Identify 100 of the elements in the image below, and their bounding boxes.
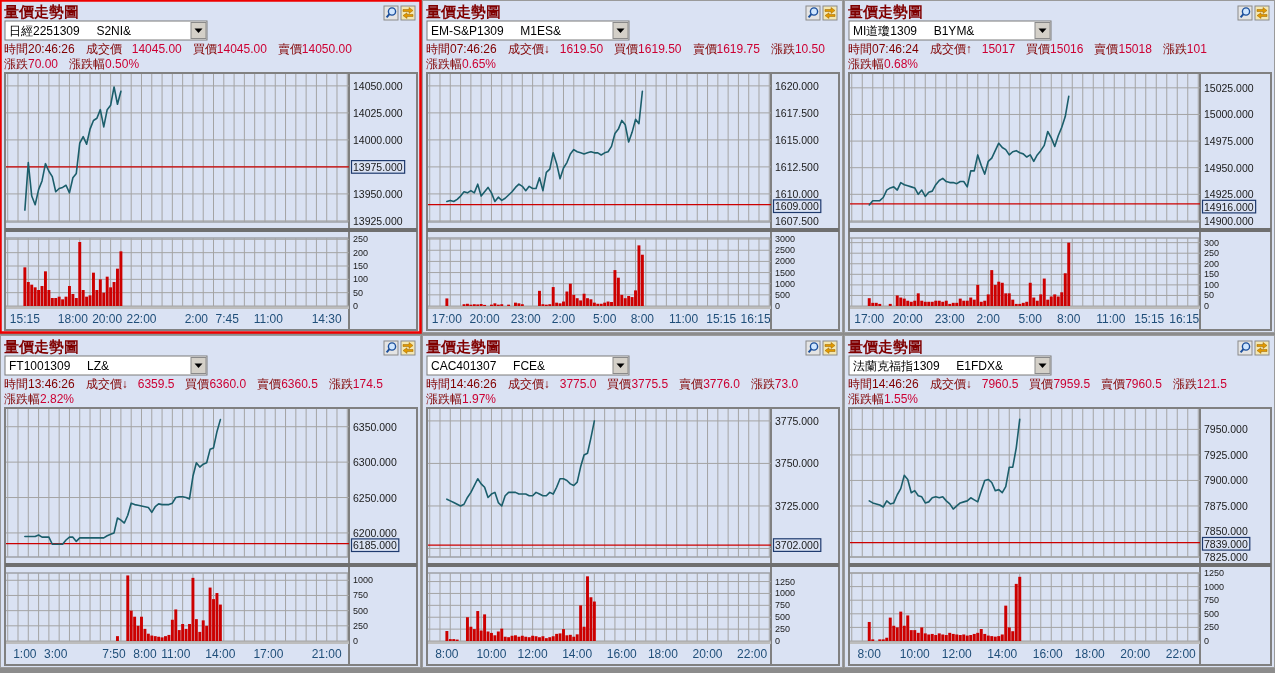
bar xyxy=(934,635,938,641)
y-tick-label: 500 xyxy=(775,289,791,300)
x-tick-label: 16:00 xyxy=(606,647,638,661)
bar xyxy=(979,629,983,641)
bar xyxy=(983,633,987,641)
x-tick-label: 12:00 xyxy=(941,647,973,661)
bar xyxy=(37,290,41,306)
text: 時間07:46:26 xyxy=(426,42,498,56)
x-tick-label: 20:00 xyxy=(92,312,123,326)
y-tick-label: 13925.000 xyxy=(353,214,403,227)
bar xyxy=(105,276,109,306)
y-tick-label: 14900.000 xyxy=(1204,214,1254,227)
bar xyxy=(878,303,882,306)
bar xyxy=(997,281,1001,306)
bar xyxy=(990,636,994,641)
text: 3775.0 xyxy=(559,377,597,391)
bar xyxy=(613,270,617,306)
y-tick-label: 200 xyxy=(1204,258,1220,269)
y-tick-label: 250 xyxy=(775,624,791,635)
y-tick-label: 3000 xyxy=(775,234,796,245)
text: 7960.5 xyxy=(1125,377,1163,391)
bar xyxy=(78,242,82,306)
bar xyxy=(1067,242,1071,306)
bar xyxy=(944,635,948,641)
chart-title: 量價走勢圖 xyxy=(3,3,79,20)
bar xyxy=(637,245,641,306)
x-tick-label: 20:00 xyxy=(469,312,500,326)
text: 14045.00 xyxy=(216,42,268,56)
bar xyxy=(496,631,500,641)
y-tick-label: 7875.000 xyxy=(1204,499,1248,512)
bar xyxy=(951,302,955,306)
y-tick-label: 7825.000 xyxy=(1204,551,1248,563)
bar xyxy=(603,302,607,306)
y-tick-label: 0 xyxy=(353,636,359,646)
x-tick-label: 2:00 xyxy=(551,312,576,326)
bar xyxy=(54,298,58,306)
bar xyxy=(592,601,596,641)
text: 0.65% xyxy=(462,57,497,71)
bar xyxy=(150,635,154,641)
y-tick-label: 3725.000 xyxy=(775,499,819,512)
y-tick-label: 250 xyxy=(1204,248,1220,259)
y-tick-label: 14000.000 xyxy=(353,133,403,146)
text: 賣價 xyxy=(1101,377,1126,391)
bar xyxy=(119,251,123,306)
x-tick-label: 5:00 xyxy=(1018,312,1043,326)
bar xyxy=(937,300,941,306)
x-tick-label: 16:15 xyxy=(1169,312,1200,326)
y-tick-label: 1615.000 xyxy=(775,133,819,146)
ref-line-label: 3702.000 xyxy=(775,539,819,552)
chart-subtitle: MI道瓊1309 B1YM& xyxy=(853,24,975,38)
bar xyxy=(548,637,552,641)
text: 漲跌 xyxy=(750,377,775,391)
bar xyxy=(930,301,934,306)
bar xyxy=(1042,278,1046,306)
bar xyxy=(146,633,150,641)
bar xyxy=(23,267,27,306)
bar xyxy=(514,302,517,306)
text: 14050.00 xyxy=(301,42,353,56)
y-tick-label: 250 xyxy=(353,620,369,631)
y-tick-label: 13950.000 xyxy=(353,187,403,200)
text: 73.0 xyxy=(774,377,799,391)
y-tick-label: 1000 xyxy=(353,575,374,586)
text: 賣價 xyxy=(1094,42,1119,56)
y-tick-label: 500 xyxy=(353,605,369,616)
text: 1.55% xyxy=(884,392,919,406)
ref-line-label: 14916.000 xyxy=(1204,200,1254,213)
bar xyxy=(895,295,899,306)
x-tick-label: 18:00 xyxy=(57,312,89,326)
y-tick-label: 6250.000 xyxy=(353,491,397,504)
bar xyxy=(955,302,959,306)
y-tick-label: 6200.000 xyxy=(353,526,397,539)
x-tick-label: 16:00 xyxy=(1032,647,1064,661)
text: 1619.50 xyxy=(559,42,604,56)
y-tick-label: 1610.000 xyxy=(775,187,819,200)
x-tick-label: 17:00 xyxy=(253,647,284,661)
text: 賣價 xyxy=(679,377,704,391)
bar xyxy=(951,633,955,641)
bar xyxy=(551,287,555,306)
y-tick-label: 750 xyxy=(1204,595,1220,606)
text: 成交價↓ xyxy=(507,42,550,56)
x-tick-label: 22:00 xyxy=(1165,647,1197,661)
bar xyxy=(937,633,941,641)
chart-title: 量價走勢圖 xyxy=(425,338,501,355)
bar xyxy=(962,300,966,306)
bar xyxy=(586,576,589,641)
text: 10.50 xyxy=(794,42,826,56)
x-tick-label: 22:00 xyxy=(737,647,768,661)
text: 成交價↓ xyxy=(85,377,128,391)
bar xyxy=(965,300,969,306)
x-tick-label: 17:00 xyxy=(854,312,885,326)
x-tick-label: 11:00 xyxy=(668,312,699,326)
bar xyxy=(98,279,102,306)
y-tick-label: 1617.500 xyxy=(775,106,819,119)
bar xyxy=(958,298,962,306)
text: 漲跌 xyxy=(1162,42,1187,56)
bar xyxy=(969,297,973,306)
y-tick-label: 6300.000 xyxy=(353,456,397,469)
text: 6359.5 xyxy=(137,377,175,391)
bar xyxy=(934,300,938,306)
bar xyxy=(92,272,95,306)
